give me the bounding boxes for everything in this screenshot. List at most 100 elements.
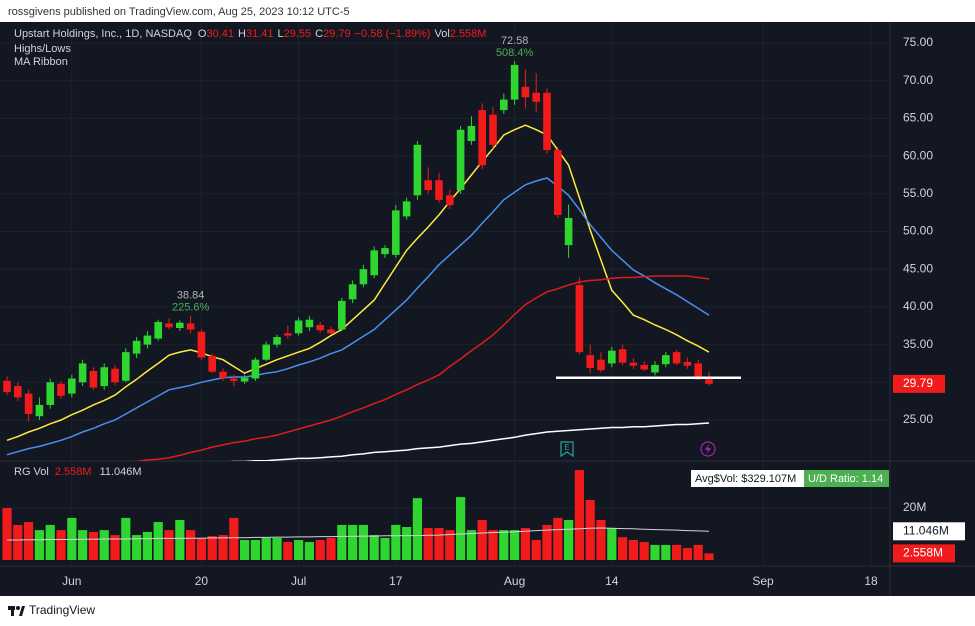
volume-bar	[218, 535, 228, 560]
legend-item: 30.41	[206, 28, 234, 40]
price-pane	[3, 61, 741, 461]
volume-bar	[67, 517, 77, 560]
candle-body	[327, 329, 335, 334]
legend-item: C	[315, 28, 323, 40]
volume-bar	[153, 522, 163, 560]
volume-bar	[661, 544, 671, 560]
legend-item: Vol	[434, 28, 449, 40]
volume-ma-box	[893, 522, 965, 541]
volume-bar	[315, 539, 325, 560]
volume-bar	[358, 524, 369, 560]
volume-bar	[639, 542, 649, 560]
volume-bar	[574, 470, 585, 560]
x-tick-label: Jun	[62, 574, 81, 588]
candle-body	[597, 359, 605, 371]
volume-bar	[542, 524, 552, 560]
volume-bar	[304, 542, 315, 560]
volume-bar	[477, 519, 487, 560]
candle-body	[435, 180, 443, 200]
candle-body	[176, 322, 184, 329]
legend-item: 29.79	[323, 28, 351, 40]
legend-item: 2.558M	[55, 466, 92, 478]
volume-bar	[164, 530, 174, 560]
candle-body	[705, 379, 713, 384]
volume-bar	[499, 530, 509, 560]
volume-bar	[88, 531, 99, 560]
candle-body	[305, 319, 314, 328]
tradingview-logo	[8, 606, 25, 616]
candle-body	[543, 92, 551, 151]
candle-body	[370, 250, 379, 276]
volume-bar	[456, 497, 466, 560]
volume-tick-label: 20M	[903, 500, 926, 514]
x-tick-label: Jul	[291, 574, 306, 588]
indicator-label: Highs/Lows	[14, 43, 71, 55]
volume-bar	[326, 537, 336, 560]
y-tick-label: 55.00	[903, 186, 933, 200]
volume-ma-line	[7, 527, 710, 541]
legend-item: O	[198, 28, 207, 40]
avg-dollar-vol-box	[691, 470, 804, 487]
y-tick-label: 60.00	[903, 148, 933, 162]
candle-body	[111, 368, 119, 383]
volume-bar	[261, 537, 271, 560]
ud-ratio: U/D Ratio: 1.14	[808, 473, 883, 485]
candle-body	[262, 344, 271, 360]
x-tick-label: Aug	[504, 574, 525, 588]
candle-body	[359, 269, 368, 285]
volume-last-axis-label: 2.558M	[903, 546, 943, 560]
legend-line: Upstart Holdings, Inc., 1D, NASDAQ O30.41…	[14, 28, 486, 40]
candle-body	[240, 377, 249, 382]
earnings-icon: E	[560, 441, 574, 458]
candle-body	[316, 324, 325, 331]
volume-bar	[132, 535, 142, 560]
volume-bar	[682, 548, 692, 560]
x-tick-label: 17	[389, 574, 403, 588]
volume-bar	[78, 530, 88, 560]
volume-bar	[564, 519, 574, 560]
candle-body	[100, 367, 109, 387]
dividend-icon	[700, 441, 716, 457]
high-label: 38.84	[177, 290, 205, 302]
candle-body	[68, 378, 76, 394]
volume-bar	[142, 531, 153, 560]
last-price-box	[893, 374, 945, 393]
volume-bar	[186, 530, 196, 560]
high-label: 72.58	[501, 35, 529, 47]
candle-body	[165, 323, 173, 328]
volume-bar	[628, 539, 639, 560]
volume-bar	[250, 539, 261, 560]
volume-bar	[272, 537, 282, 560]
legend-item: 11.046M	[100, 466, 142, 478]
labels: 25.0030.0035.0040.0045.0050.0055.0060.00…	[14, 28, 965, 588]
x-tick-label: 20	[195, 574, 209, 588]
candle-body	[35, 404, 44, 417]
candle-body	[284, 333, 292, 336]
candle-body	[683, 361, 692, 366]
volume-bar	[337, 524, 347, 560]
candle-body	[230, 378, 238, 381]
high-change-label: 225.6%	[172, 302, 210, 314]
volume-bar	[520, 528, 531, 560]
volume-bar	[34, 530, 45, 560]
volume-bar	[229, 517, 239, 560]
volume-bar	[294, 539, 304, 560]
candle-body	[651, 364, 659, 373]
candle-body	[89, 370, 98, 388]
volume-bar	[596, 519, 606, 560]
volume-bar	[585, 499, 595, 560]
y-tick-label: 40.00	[903, 299, 933, 313]
volume-bar	[110, 535, 120, 560]
footer-background	[0, 596, 975, 626]
candle-body	[402, 201, 411, 217]
avg-dollar-vol: Avg$Vol: $329.107M	[695, 473, 796, 485]
volume-bar	[99, 530, 109, 560]
volume-bar	[466, 530, 477, 560]
candle-body	[640, 364, 648, 370]
moving-average-line	[229, 422, 710, 461]
candle-body	[564, 217, 573, 246]
volume-bar	[531, 539, 541, 560]
volume-bar	[2, 508, 12, 560]
legend-item: −0.58 (−1.89%)	[355, 28, 431, 40]
candle-body	[251, 359, 260, 379]
